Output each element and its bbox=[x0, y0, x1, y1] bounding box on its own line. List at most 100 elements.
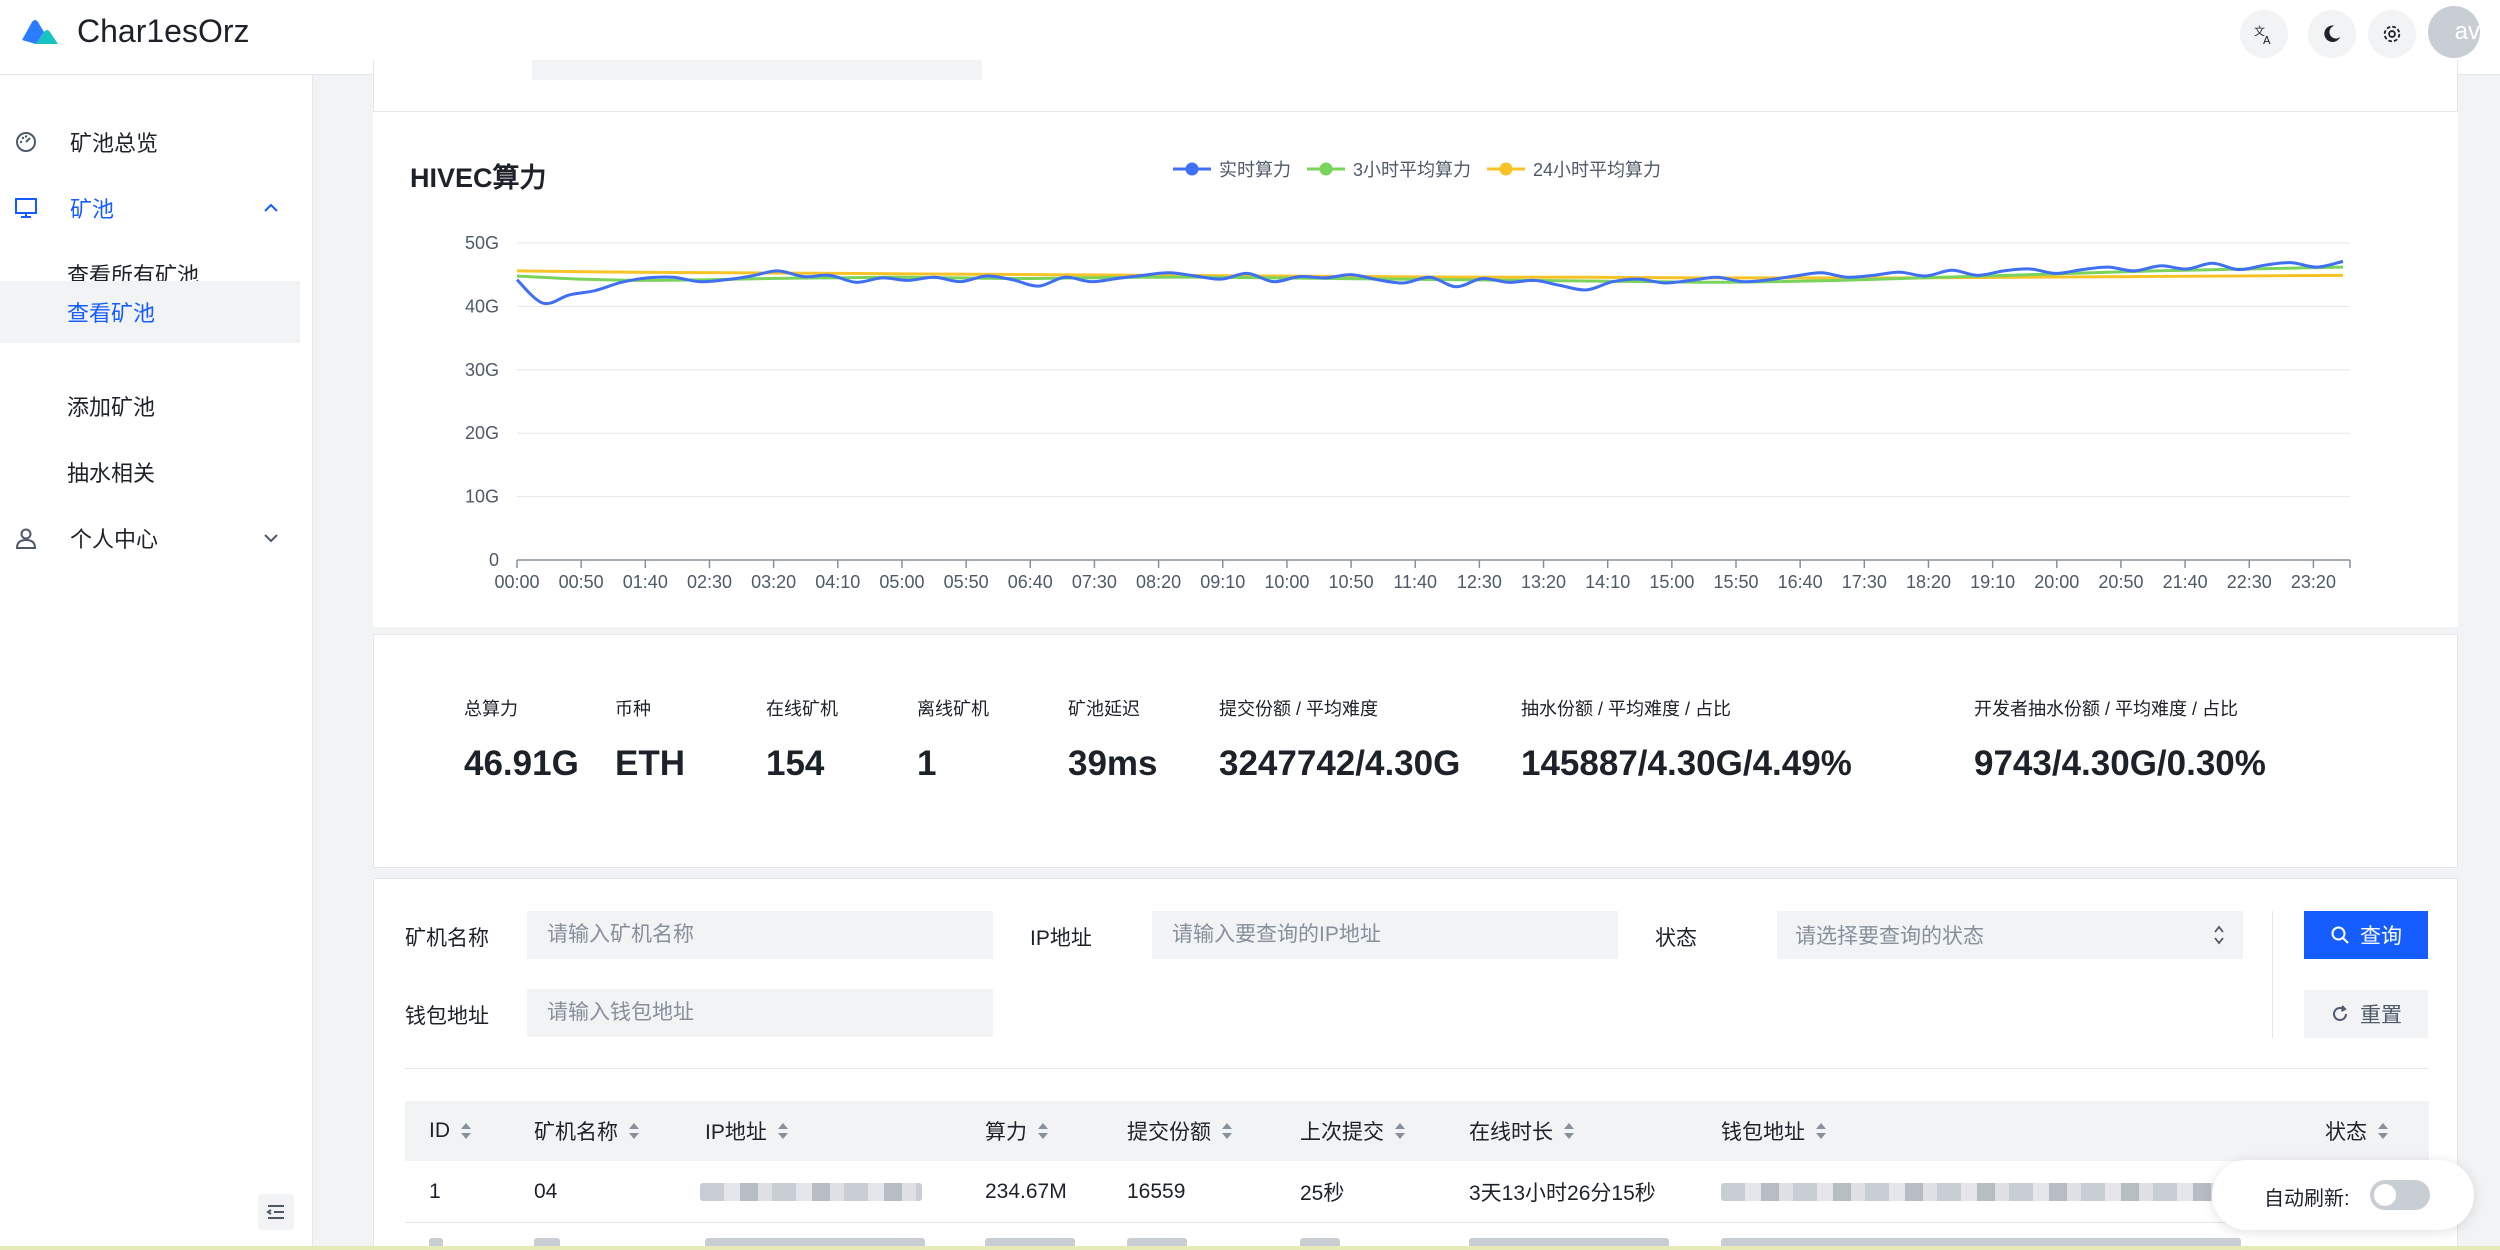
stat-value: 9743/4.30G/0.30% bbox=[1974, 744, 2266, 783]
legend-item-realtime[interactable]: 实时算力 bbox=[1173, 156, 1291, 182]
toggle-knob bbox=[2374, 1184, 2396, 1206]
sort-icon bbox=[1395, 1123, 1405, 1139]
y-tick-label: 40G bbox=[465, 296, 499, 316]
x-tick-label: 09:10 bbox=[1200, 572, 1245, 592]
moon-icon bbox=[2324, 25, 2341, 42]
x-tick-label: 22:30 bbox=[2227, 572, 2272, 592]
partial-input bbox=[532, 60, 982, 80]
stat-value: 145887/4.30G/4.49% bbox=[1521, 744, 1852, 783]
user-avatar[interactable]: av bbox=[2428, 6, 2480, 58]
wallet-address-label: 钱包地址 bbox=[405, 1005, 489, 1028]
x-tick-label: 15:50 bbox=[1713, 572, 1758, 592]
refresh-icon bbox=[2333, 1005, 2347, 1021]
svg-text:文: 文 bbox=[2254, 24, 2265, 38]
stat-online-miners: 在线矿机 154 bbox=[766, 695, 838, 784]
status-select[interactable]: 请选择要查询的状态 bbox=[1777, 911, 2243, 959]
bottom-edge bbox=[0, 1246, 2500, 1250]
series-line bbox=[515, 259, 2344, 306]
menu-fold-icon bbox=[266, 1205, 284, 1219]
stat-label: 提交份额 / 平均难度 bbox=[1219, 699, 1379, 719]
search-button[interactable]: 查询 bbox=[2304, 911, 2428, 959]
legend-marker bbox=[1173, 162, 1211, 176]
x-tick-label: 08:20 bbox=[1136, 572, 1181, 592]
column-label: 状态 bbox=[2325, 1121, 2367, 1144]
sort-icon bbox=[777, 1123, 788, 1139]
x-tick-label: 07:30 bbox=[1072, 572, 1117, 592]
y-tick-label: 10G bbox=[465, 487, 499, 507]
sidebar-item-add-pool[interactable]: 添加矿池 bbox=[0, 377, 300, 435]
stat-value: 3247742/4.30G bbox=[1219, 744, 1461, 783]
settings-button[interactable] bbox=[2368, 10, 2416, 58]
stat-value: 1 bbox=[917, 744, 937, 783]
column-header-ip[interactable]: IP地址 bbox=[705, 1101, 789, 1161]
x-tick-label: 23:20 bbox=[2291, 572, 2336, 592]
x-tick-label: 13:20 bbox=[1521, 572, 1566, 592]
collapse-sidebar-button[interactable] bbox=[258, 1194, 294, 1230]
column-header-wallet[interactable]: 钱包地址 bbox=[1721, 1101, 1827, 1161]
sidebar-item-view-pool[interactable]: 查看矿池 bbox=[0, 281, 300, 343]
top-partial-card bbox=[373, 60, 2458, 112]
y-tick-label: 20G bbox=[465, 423, 499, 443]
filter-table-divider bbox=[405, 1068, 2429, 1069]
column-label: 在线时长 bbox=[1469, 1121, 1553, 1144]
ip-address-input[interactable] bbox=[1152, 911, 1618, 959]
select-arrows-icon bbox=[2214, 925, 2224, 945]
wallet-address-input[interactable] bbox=[527, 989, 993, 1037]
legend-item-24h-avg[interactable]: 24小时平均算力 bbox=[1487, 156, 1661, 182]
app-title[interactable]: Char1esOrz bbox=[77, 13, 250, 49]
miner-name-label: 矿机名称 bbox=[405, 927, 489, 950]
dark-mode-button[interactable] bbox=[2308, 10, 2356, 58]
column-header-hashrate[interactable]: 算力 bbox=[985, 1101, 1049, 1161]
x-tick-label: 05:00 bbox=[879, 572, 924, 592]
column-header-shares[interactable]: 提交份额 bbox=[1127, 1101, 1233, 1161]
sidebar: 矿池总览 矿池 查看所有矿池 查看矿池 添加矿池 抽水相关 个人中心 bbox=[0, 75, 313, 1250]
column-header-last-submit[interactable]: 上次提交 bbox=[1300, 1101, 1406, 1161]
sidebar-item-label: 添加矿池 bbox=[67, 395, 156, 420]
sidebar-item-fee[interactable]: 抽水相关 bbox=[0, 443, 300, 501]
column-header-online-time[interactable]: 在线时长 bbox=[1469, 1101, 1575, 1161]
stat-label: 抽水份额 / 平均难度 / 占比 bbox=[1521, 699, 1732, 719]
table-header: ID 矿机名称 IP地址 算力 提交份额 上次提交 在线时长 钱包地址 状态 bbox=[405, 1101, 2429, 1161]
legend-marker bbox=[1307, 162, 1345, 176]
y-tick-label: 30G bbox=[465, 360, 499, 380]
sort-icon bbox=[1038, 1123, 1048, 1139]
sidebar-item-label: 查看矿池 bbox=[67, 301, 156, 326]
table-row[interactable]: 1 04 234.67M 16559 25秒 3天13小时26分15秒 bbox=[405, 1161, 2429, 1223]
column-label: 提交份额 bbox=[1127, 1121, 1211, 1144]
cell-last-submit: 25秒 bbox=[1300, 1182, 1345, 1205]
sort-icon bbox=[1816, 1123, 1826, 1139]
x-tick-label: 06:40 bbox=[1008, 572, 1053, 592]
column-header-miner-name[interactable]: 矿机名称 bbox=[534, 1101, 640, 1161]
stats-card bbox=[373, 634, 2458, 868]
x-tick-label: 02:30 bbox=[687, 572, 732, 592]
legend-marker bbox=[1487, 162, 1525, 176]
cell-wallet-redacted bbox=[1721, 1183, 2221, 1201]
stat-label: 币种 bbox=[615, 699, 651, 719]
x-tick-label: 15:00 bbox=[1649, 572, 1694, 592]
stat-fee-shares: 抽水份额 / 平均难度 / 占比 145887/4.30G/4.49% bbox=[1521, 695, 1852, 784]
reset-button[interactable]: 重置 bbox=[2304, 990, 2428, 1038]
stat-label: 在线矿机 bbox=[766, 699, 838, 719]
language-button[interactable]: 文 A bbox=[2240, 10, 2288, 58]
sidebar-item-pools[interactable]: 矿池 bbox=[0, 179, 300, 237]
series-line bbox=[516, 265, 2344, 284]
legend-item-3h-avg[interactable]: 3小时平均算力 bbox=[1307, 156, 1471, 182]
svg-text:A: A bbox=[2263, 34, 2271, 46]
app-logo-icon bbox=[22, 20, 58, 44]
miner-name-input[interactable] bbox=[527, 911, 993, 959]
cell-online-time: 3天13小时26分15秒 bbox=[1469, 1182, 1656, 1205]
stat-submitted-shares: 提交份额 / 平均难度 3247742/4.30G bbox=[1219, 695, 1460, 784]
stat-coin: 币种 ETH bbox=[615, 695, 685, 784]
sidebar-item-label: 抽水相关 bbox=[67, 461, 156, 486]
auto-refresh-label: 自动刷新: bbox=[2264, 1188, 2350, 1210]
column-header-status[interactable]: 状态 bbox=[2325, 1101, 2389, 1161]
x-tick-label: 11:40 bbox=[1393, 572, 1437, 592]
cell-hashrate: 234.67M bbox=[985, 1180, 1067, 1203]
sidebar-item-overview[interactable]: 矿池总览 bbox=[0, 113, 300, 171]
column-header-id[interactable]: ID bbox=[429, 1101, 472, 1161]
cell-ip-redacted bbox=[700, 1183, 922, 1201]
sidebar-item-personal[interactable]: 个人中心 bbox=[0, 509, 300, 567]
cell-miner-name: 04 bbox=[534, 1180, 558, 1203]
desktop-icon bbox=[15, 198, 37, 218]
auto-refresh-toggle[interactable] bbox=[2370, 1180, 2430, 1210]
